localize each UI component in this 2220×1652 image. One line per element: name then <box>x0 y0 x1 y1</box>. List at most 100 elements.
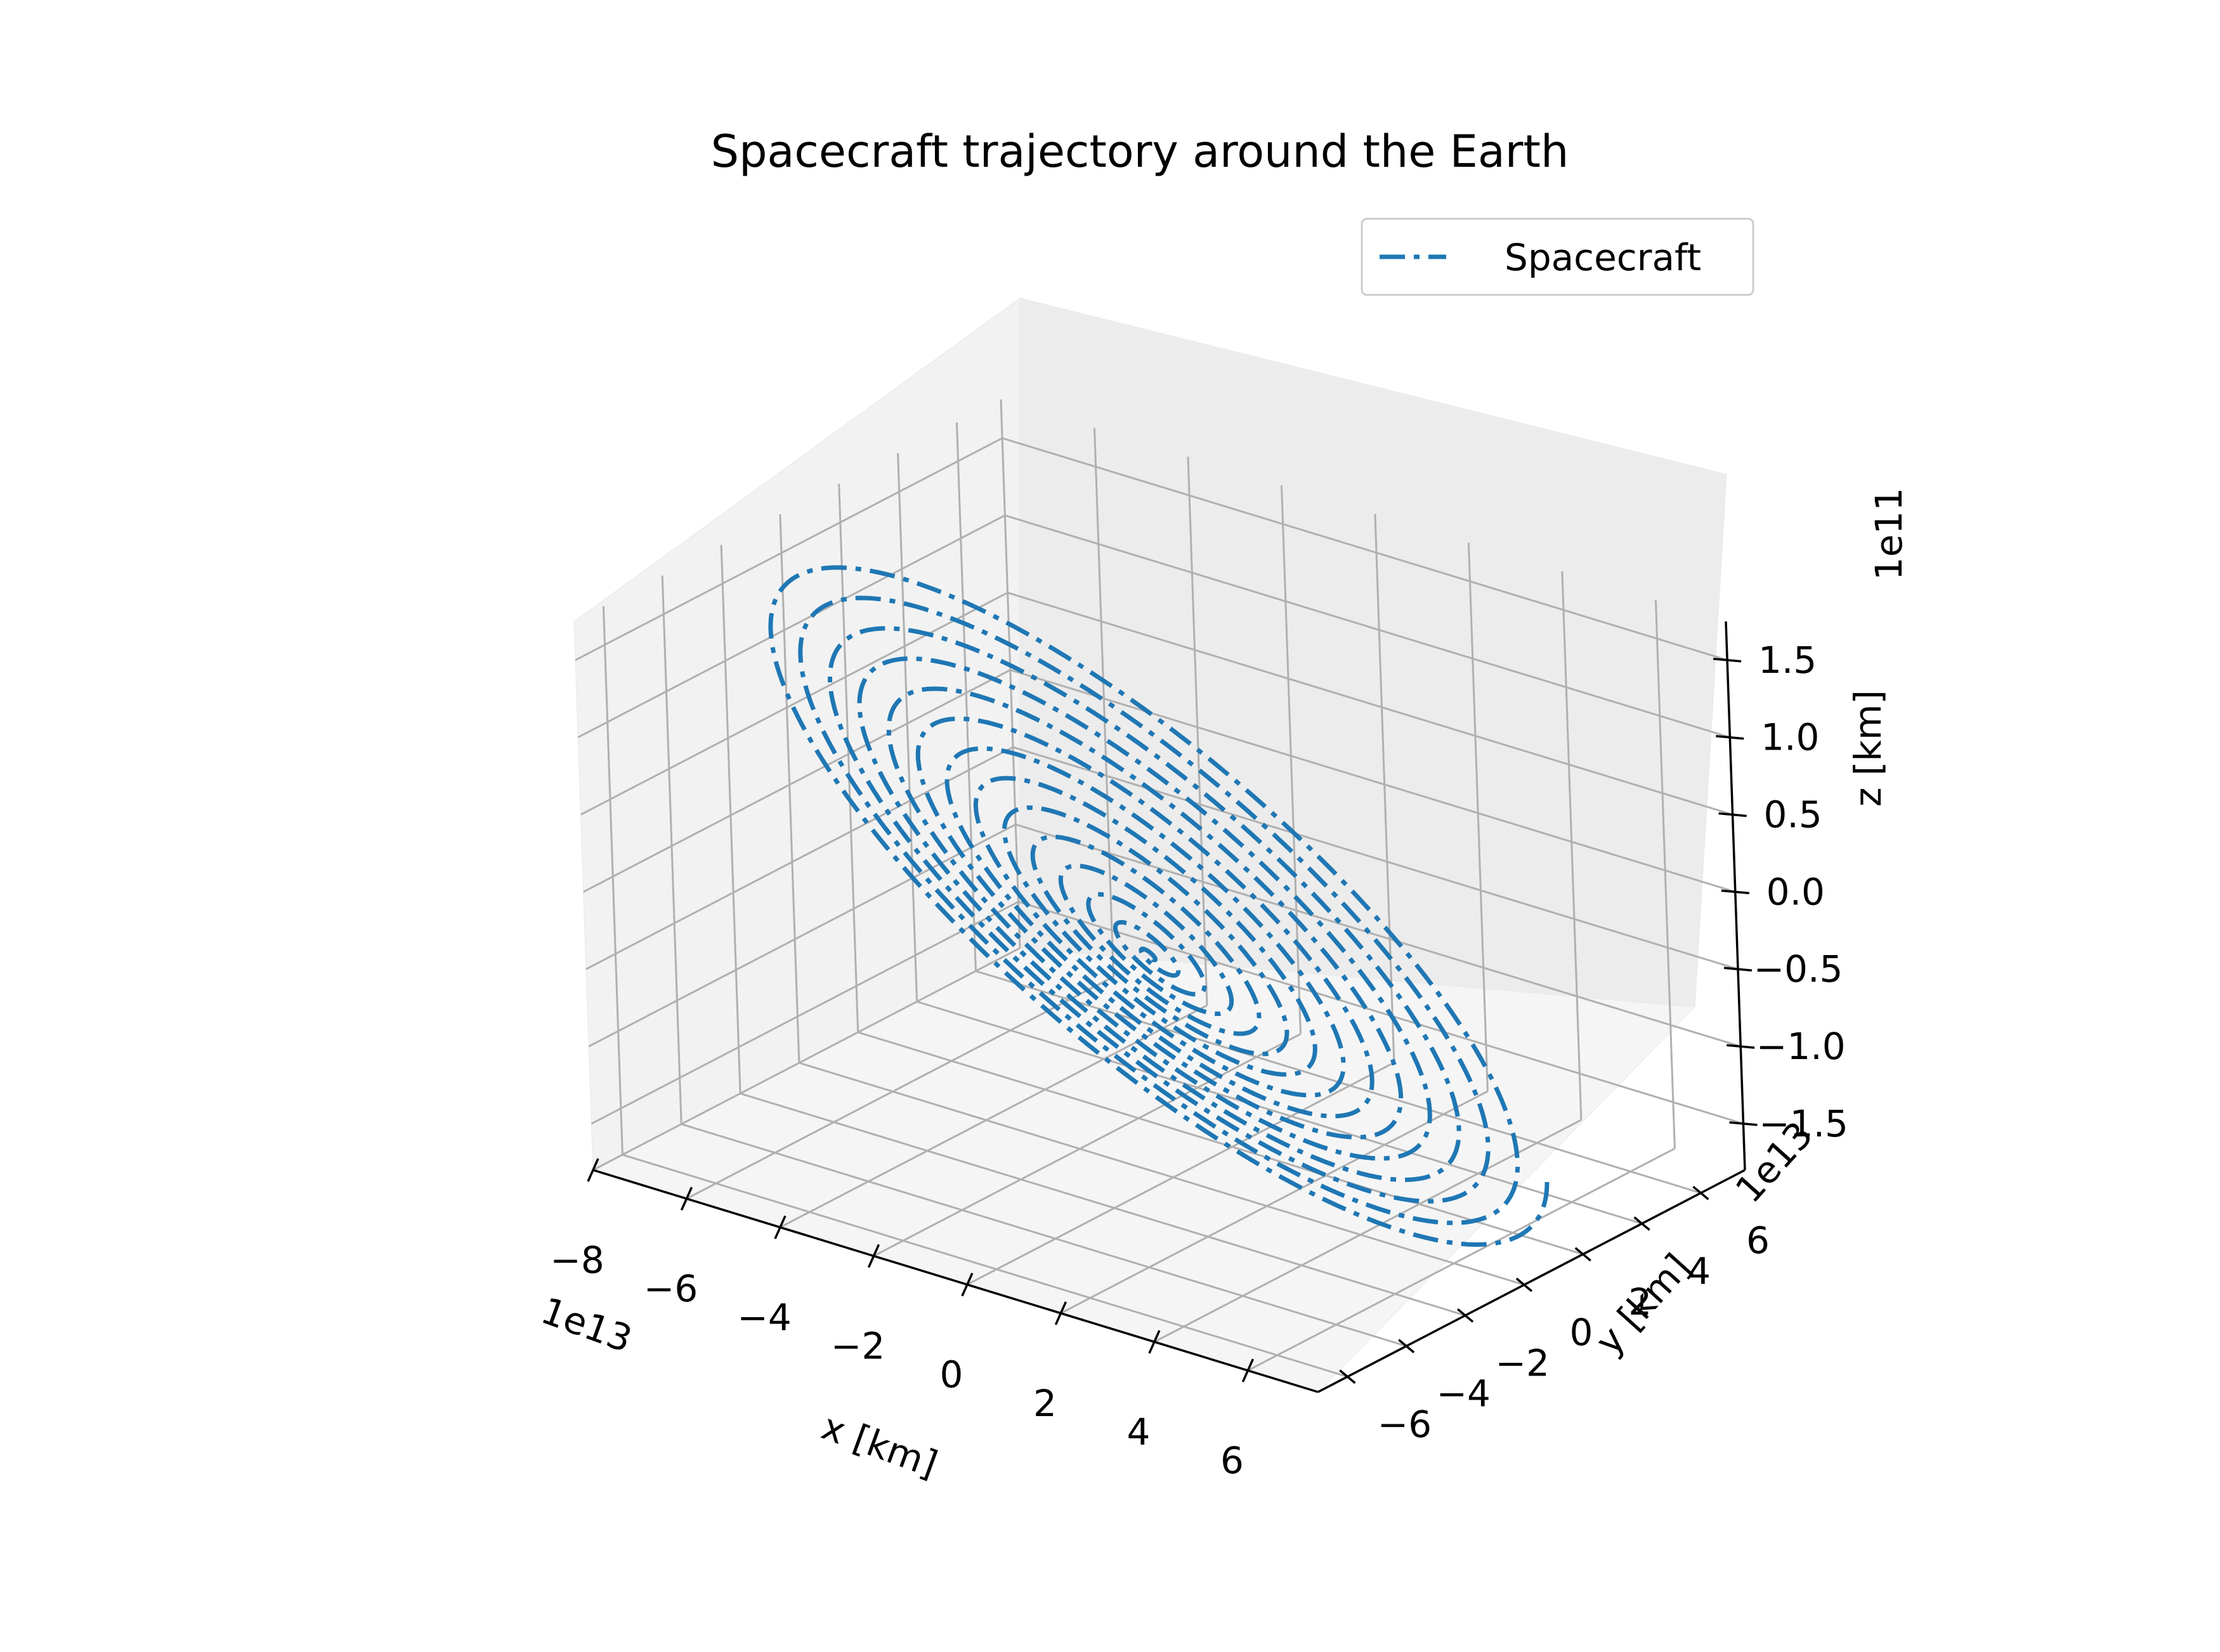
z-tick-label: 0.5 <box>1763 793 1822 836</box>
tick-labels: −8−6−4−20246−6−4−20246−1.5−1.0−0.50.00.5… <box>550 639 1848 1482</box>
grid-line-x-back <box>1374 514 1395 1063</box>
grid-line-y-floor <box>917 1001 1643 1225</box>
grid-line-z-left <box>577 514 1005 739</box>
legend-box <box>1361 218 1754 296</box>
grid-line-x-floor <box>592 947 1021 1171</box>
x-tick <box>774 1215 787 1240</box>
grid-line-y-left <box>779 514 800 1063</box>
y-tick <box>1339 1369 1356 1384</box>
y-tick-label: 6 <box>1746 1219 1770 1262</box>
grid-line-x-back <box>1094 428 1114 977</box>
z-tick <box>1723 966 1753 972</box>
y-axis-line <box>1317 1169 1746 1393</box>
grid-line-x-floor <box>873 1033 1302 1257</box>
legend-label: Spacecraft <box>1505 236 1701 279</box>
grid-line-z-left <box>585 746 1014 970</box>
y-tick-label: −2 <box>1495 1341 1550 1384</box>
y-tick-label: 4 <box>1687 1250 1711 1293</box>
grid-line-z-left <box>583 669 1011 893</box>
grid-line-x-back <box>1187 457 1208 1006</box>
y-tick-label: −6 <box>1378 1403 1432 1446</box>
z-offset-text: 1e11 <box>1867 488 1910 580</box>
x-tick <box>680 1187 693 1211</box>
grid-lines <box>575 399 1744 1378</box>
grid-line-x-floor <box>1154 1119 1582 1343</box>
x-tick-label: 4 <box>1126 1410 1150 1454</box>
z-axis-line <box>1725 621 1746 1171</box>
z-tick-label: −0.5 <box>1754 947 1843 991</box>
grid-line-z-back <box>1015 823 1741 1048</box>
x-tick <box>587 1158 599 1182</box>
y-tick <box>1574 1247 1591 1262</box>
z-tick <box>1721 889 1749 895</box>
z-tick-label: −1.0 <box>1756 1025 1846 1068</box>
y-tick <box>1398 1339 1415 1353</box>
x-axis-label: x [km] <box>816 1405 943 1486</box>
grid-line-y-left <box>720 545 741 1094</box>
grid-line-z-left <box>580 592 1009 816</box>
y-tick <box>1515 1277 1533 1292</box>
grid-line-x-back <box>1561 571 1583 1121</box>
tick-marks <box>587 658 1758 1384</box>
grid-line-y-floor <box>799 1062 1525 1286</box>
z-axis-label: z [km] <box>1846 690 1890 807</box>
z-tick <box>1718 812 1747 817</box>
y-tick-label: −4 <box>1436 1372 1491 1415</box>
x-tick <box>961 1272 974 1297</box>
x-axis-line <box>592 1169 1319 1393</box>
z-tick <box>1727 1044 1755 1049</box>
grid-line-x-floor <box>1060 1090 1489 1315</box>
y-tick <box>1692 1185 1709 1200</box>
grid-line-x-floor <box>1247 1147 1676 1372</box>
z-tick-label: 1.0 <box>1761 716 1819 759</box>
chart-title: Spacecraft trajectory around the Earth <box>711 126 1569 178</box>
grid-line-z-back <box>1002 437 1728 661</box>
x-tick-label: 2 <box>1033 1382 1057 1425</box>
grid-line-x-back <box>1467 542 1489 1091</box>
grid-line-z-left <box>588 823 1016 1048</box>
legend: Spacecraft <box>1361 218 1754 296</box>
x-tick <box>1148 1330 1161 1354</box>
axes-lines <box>592 621 1746 1393</box>
y-tick <box>1633 1216 1650 1231</box>
grid-line-x-back <box>1000 399 1021 949</box>
grid-line-x-back <box>1654 600 1676 1149</box>
grid-line-z-back <box>1004 514 1730 739</box>
grid-line-y-floor <box>858 1031 1584 1256</box>
x-offset-text: 1e13 <box>535 1289 637 1361</box>
grid-line-z-left <box>591 901 1019 1125</box>
z-tick <box>1716 734 1744 740</box>
x-tick-label: −2 <box>831 1325 885 1368</box>
z-tick <box>1713 658 1742 663</box>
grid-line-z-back <box>1012 746 1739 970</box>
x-tick-label: −6 <box>644 1267 698 1310</box>
x-tick-label: 0 <box>939 1353 963 1396</box>
grid-line-x-floor <box>967 1062 1395 1285</box>
grid-line-y-left <box>602 606 624 1155</box>
z-tick <box>1729 1121 1758 1126</box>
grid-line-y-left <box>897 453 918 1002</box>
grid-line-z-left <box>575 437 1003 661</box>
z-tick-label: −1.5 <box>1759 1102 1848 1145</box>
grid-line-z-back <box>1018 901 1744 1125</box>
z-tick-label: 1.5 <box>1758 639 1817 682</box>
grid-line-y-floor <box>740 1092 1466 1317</box>
grid-line-y-floor <box>681 1123 1407 1348</box>
grid-line-y-left <box>661 575 682 1124</box>
y-tick-label: 2 <box>1628 1280 1652 1324</box>
x-tick-label: −4 <box>737 1296 792 1339</box>
grid-line-x-floor <box>686 975 1114 1200</box>
x-tick-label: 6 <box>1220 1439 1244 1482</box>
y-axis-label: y [km] <box>1587 1246 1699 1363</box>
grid-line-y-left <box>838 483 859 1032</box>
y-tick-label: 0 <box>1569 1311 1593 1354</box>
grid-line-z-back <box>1010 668 1736 893</box>
x-tick-label: −8 <box>550 1239 604 1282</box>
x-tick <box>1241 1358 1254 1382</box>
x-tick <box>1054 1301 1067 1325</box>
y-tick <box>1456 1308 1474 1323</box>
grid-line-z-back <box>1007 592 1734 816</box>
grid-line-y-floor <box>622 1154 1348 1378</box>
